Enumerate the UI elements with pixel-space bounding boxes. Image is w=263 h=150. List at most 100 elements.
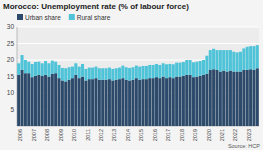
- bar: [135, 78, 138, 126]
- bar: [64, 81, 67, 126]
- bar: [94, 67, 97, 79]
- x-tick-label: 2010: [71, 129, 77, 141]
- bar: [44, 75, 47, 126]
- bar: [179, 77, 182, 127]
- bar: [31, 64, 34, 77]
- bar: [179, 63, 182, 77]
- bar: [88, 79, 91, 126]
- bar: [202, 60, 205, 75]
- bar: [125, 67, 128, 80]
- bar: [199, 61, 202, 76]
- bar: [111, 69, 114, 81]
- bar: [172, 78, 175, 126]
- x-tick-label: 2007: [31, 129, 37, 141]
- bar: [105, 68, 108, 80]
- bar: [199, 76, 202, 126]
- x-tick-label: 2015: [138, 129, 144, 141]
- bar: [44, 61, 47, 75]
- y-tick-label: 10: [7, 89, 15, 96]
- bar: [91, 68, 94, 80]
- legend-label: Rural share: [77, 14, 111, 21]
- bar: [189, 75, 192, 126]
- bar: [54, 73, 57, 126]
- bar: [88, 68, 91, 80]
- bar: [229, 50, 232, 70]
- bar: [239, 52, 242, 72]
- grid-line: [17, 43, 259, 44]
- bar: [118, 68, 121, 80]
- bar: [64, 68, 67, 81]
- bar: [111, 80, 114, 126]
- bar: [47, 63, 50, 76]
- bar: [158, 65, 161, 78]
- x-tick-label: 2023: [246, 129, 252, 141]
- bar: [232, 52, 235, 72]
- bar: [158, 78, 161, 126]
- x-tick-label: 2006: [17, 129, 23, 141]
- bar: [222, 50, 225, 70]
- y-tick-label: 25: [7, 40, 15, 47]
- bar: [219, 50, 222, 71]
- bar: [138, 67, 141, 80]
- bar: [27, 62, 30, 74]
- bar: [108, 68, 111, 80]
- y-tick-label: 30: [7, 23, 15, 30]
- title: Morocco: Unemployment rate (% of labour …: [3, 2, 189, 11]
- bar: [202, 75, 205, 126]
- bar: [246, 47, 249, 70]
- bar: [192, 62, 195, 77]
- bar: [249, 69, 252, 126]
- bar: [252, 70, 255, 126]
- bar: [165, 78, 168, 126]
- bar: [232, 72, 235, 126]
- bar: [84, 80, 87, 126]
- bar: [152, 65, 155, 78]
- bar: [195, 62, 198, 77]
- bar: [74, 63, 77, 75]
- bar: [131, 80, 134, 126]
- bar: [215, 70, 218, 126]
- grid-line: [17, 27, 259, 28]
- bar: [118, 79, 121, 126]
- bar: [61, 68, 64, 81]
- bar: [242, 70, 245, 126]
- bar: [125, 80, 128, 126]
- bar: [229, 71, 232, 126]
- bar: [155, 64, 158, 77]
- bar: [68, 80, 71, 126]
- legend-label: Urban share: [25, 14, 61, 21]
- bar: [47, 77, 50, 127]
- x-tick-label: 2013: [111, 129, 117, 141]
- bar: [54, 62, 57, 74]
- bar: [182, 62, 185, 76]
- bar: [148, 65, 151, 78]
- bar: [252, 46, 255, 70]
- x-tick-label: 2016: [152, 129, 158, 141]
- bar: [41, 76, 44, 126]
- bar: [256, 68, 259, 126]
- bar: [31, 77, 34, 126]
- bar: [34, 76, 37, 126]
- bar: [78, 78, 81, 126]
- bar: [21, 70, 24, 126]
- bar: [135, 66, 138, 79]
- bar: [175, 63, 178, 77]
- bar: [101, 68, 104, 80]
- bar: [121, 78, 124, 126]
- bar: [68, 67, 71, 80]
- bar: [205, 74, 208, 126]
- bar: [236, 72, 239, 126]
- bar: [24, 60, 27, 73]
- bar: [175, 77, 178, 127]
- bar: [182, 76, 185, 126]
- bar: [138, 80, 141, 126]
- bar: [236, 52, 239, 71]
- bar: [24, 73, 27, 126]
- bar: [71, 78, 74, 126]
- x-tick-label: 2008: [44, 129, 50, 141]
- bar: [142, 66, 145, 79]
- x-tick-label: 2021: [219, 129, 225, 141]
- bar: [17, 63, 20, 75]
- bar: [37, 62, 40, 75]
- bar: [91, 79, 94, 126]
